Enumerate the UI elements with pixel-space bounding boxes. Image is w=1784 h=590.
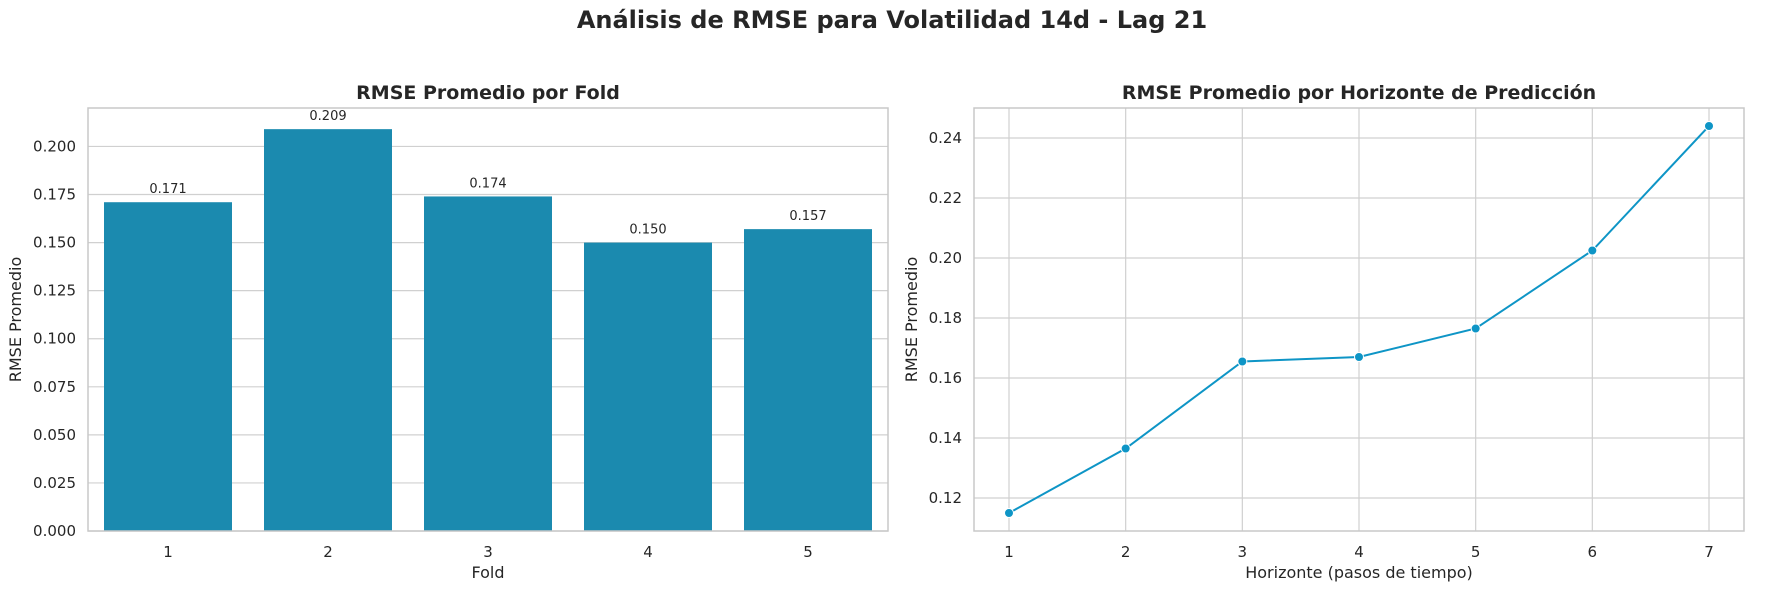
bar-chart-title: RMSE Promedio por Fold: [356, 82, 620, 104]
data-point: [1120, 443, 1131, 454]
bar: [264, 129, 392, 531]
line-axes-frame: [973, 107, 1745, 532]
line-xtick-label: 5: [1471, 543, 1481, 561]
line-xtick-label: 6: [1588, 543, 1598, 561]
bar-ytick-label: 0.050: [33, 426, 76, 444]
bar-data-label: 0.171: [149, 182, 186, 197]
bar-ytick-label: 0.100: [33, 330, 76, 348]
bar-xtick-label: 1: [163, 543, 173, 561]
bar-xtick-label: 5: [803, 543, 813, 561]
bar: [744, 229, 872, 531]
line-ytick-label: 0.20: [929, 249, 962, 267]
line-chart-title: RMSE Promedio por Horizonte de Predicció…: [1121, 82, 1597, 104]
line-yaxis-label: RMSE Promedio: [902, 257, 921, 382]
line-xtick-label: 1: [1004, 543, 1014, 561]
figure-title: Análisis de RMSE para Volatilidad 14d - …: [576, 6, 1208, 34]
bar: [584, 242, 712, 531]
bar-data-label: 0.174: [469, 176, 506, 191]
bar: [104, 202, 232, 532]
line-xaxis-label: Horizonte (pasos de tiempo): [1245, 563, 1473, 582]
line-ytick-label: 0.14: [929, 429, 962, 447]
data-point: [1470, 323, 1481, 334]
bar-ytick-label: 0.150: [33, 234, 76, 252]
line-ytick-label: 0.22: [929, 189, 962, 207]
bar-ytick-label: 0.200: [33, 137, 76, 155]
line-ytick-label: 0.16: [929, 369, 962, 387]
data-point: [1237, 356, 1248, 367]
bar-xaxis-label: Fold: [471, 563, 504, 582]
bar-xtick-label: 2: [323, 543, 333, 561]
line-xtick-label: 4: [1354, 543, 1364, 561]
line-ytick-label: 0.18: [929, 309, 962, 327]
line-xtick-label: 2: [1121, 543, 1131, 561]
bar-xtick-label: 3: [483, 543, 493, 561]
bar-ytick-label: 0.175: [33, 186, 76, 204]
bar-data-label: 0.209: [309, 109, 346, 124]
bar-data-label: 0.150: [629, 223, 666, 238]
data-point: [1354, 352, 1364, 362]
data-point: [1587, 245, 1598, 256]
bar-axes-frame: [87, 107, 889, 532]
bar-ytick-label: 0.000: [33, 522, 76, 540]
line-ytick-label: 0.24: [929, 129, 962, 147]
bar: [424, 196, 552, 532]
data-point: [1004, 508, 1014, 518]
data-point: [1704, 121, 1714, 131]
line-xtick-label: 3: [1238, 543, 1248, 561]
bar-xtick-label: 4: [643, 543, 653, 561]
bar-ytick-label: 0.075: [33, 378, 76, 396]
line-ytick-label: 0.12: [929, 489, 962, 507]
line-xtick-label: 7: [1704, 543, 1714, 561]
bar-data-label: 0.157: [789, 209, 826, 224]
bar-yaxis-label: RMSE Promedio: [6, 257, 25, 382]
bar-ytick-label: 0.125: [33, 282, 76, 300]
bar-ytick-label: 0.025: [33, 474, 76, 492]
